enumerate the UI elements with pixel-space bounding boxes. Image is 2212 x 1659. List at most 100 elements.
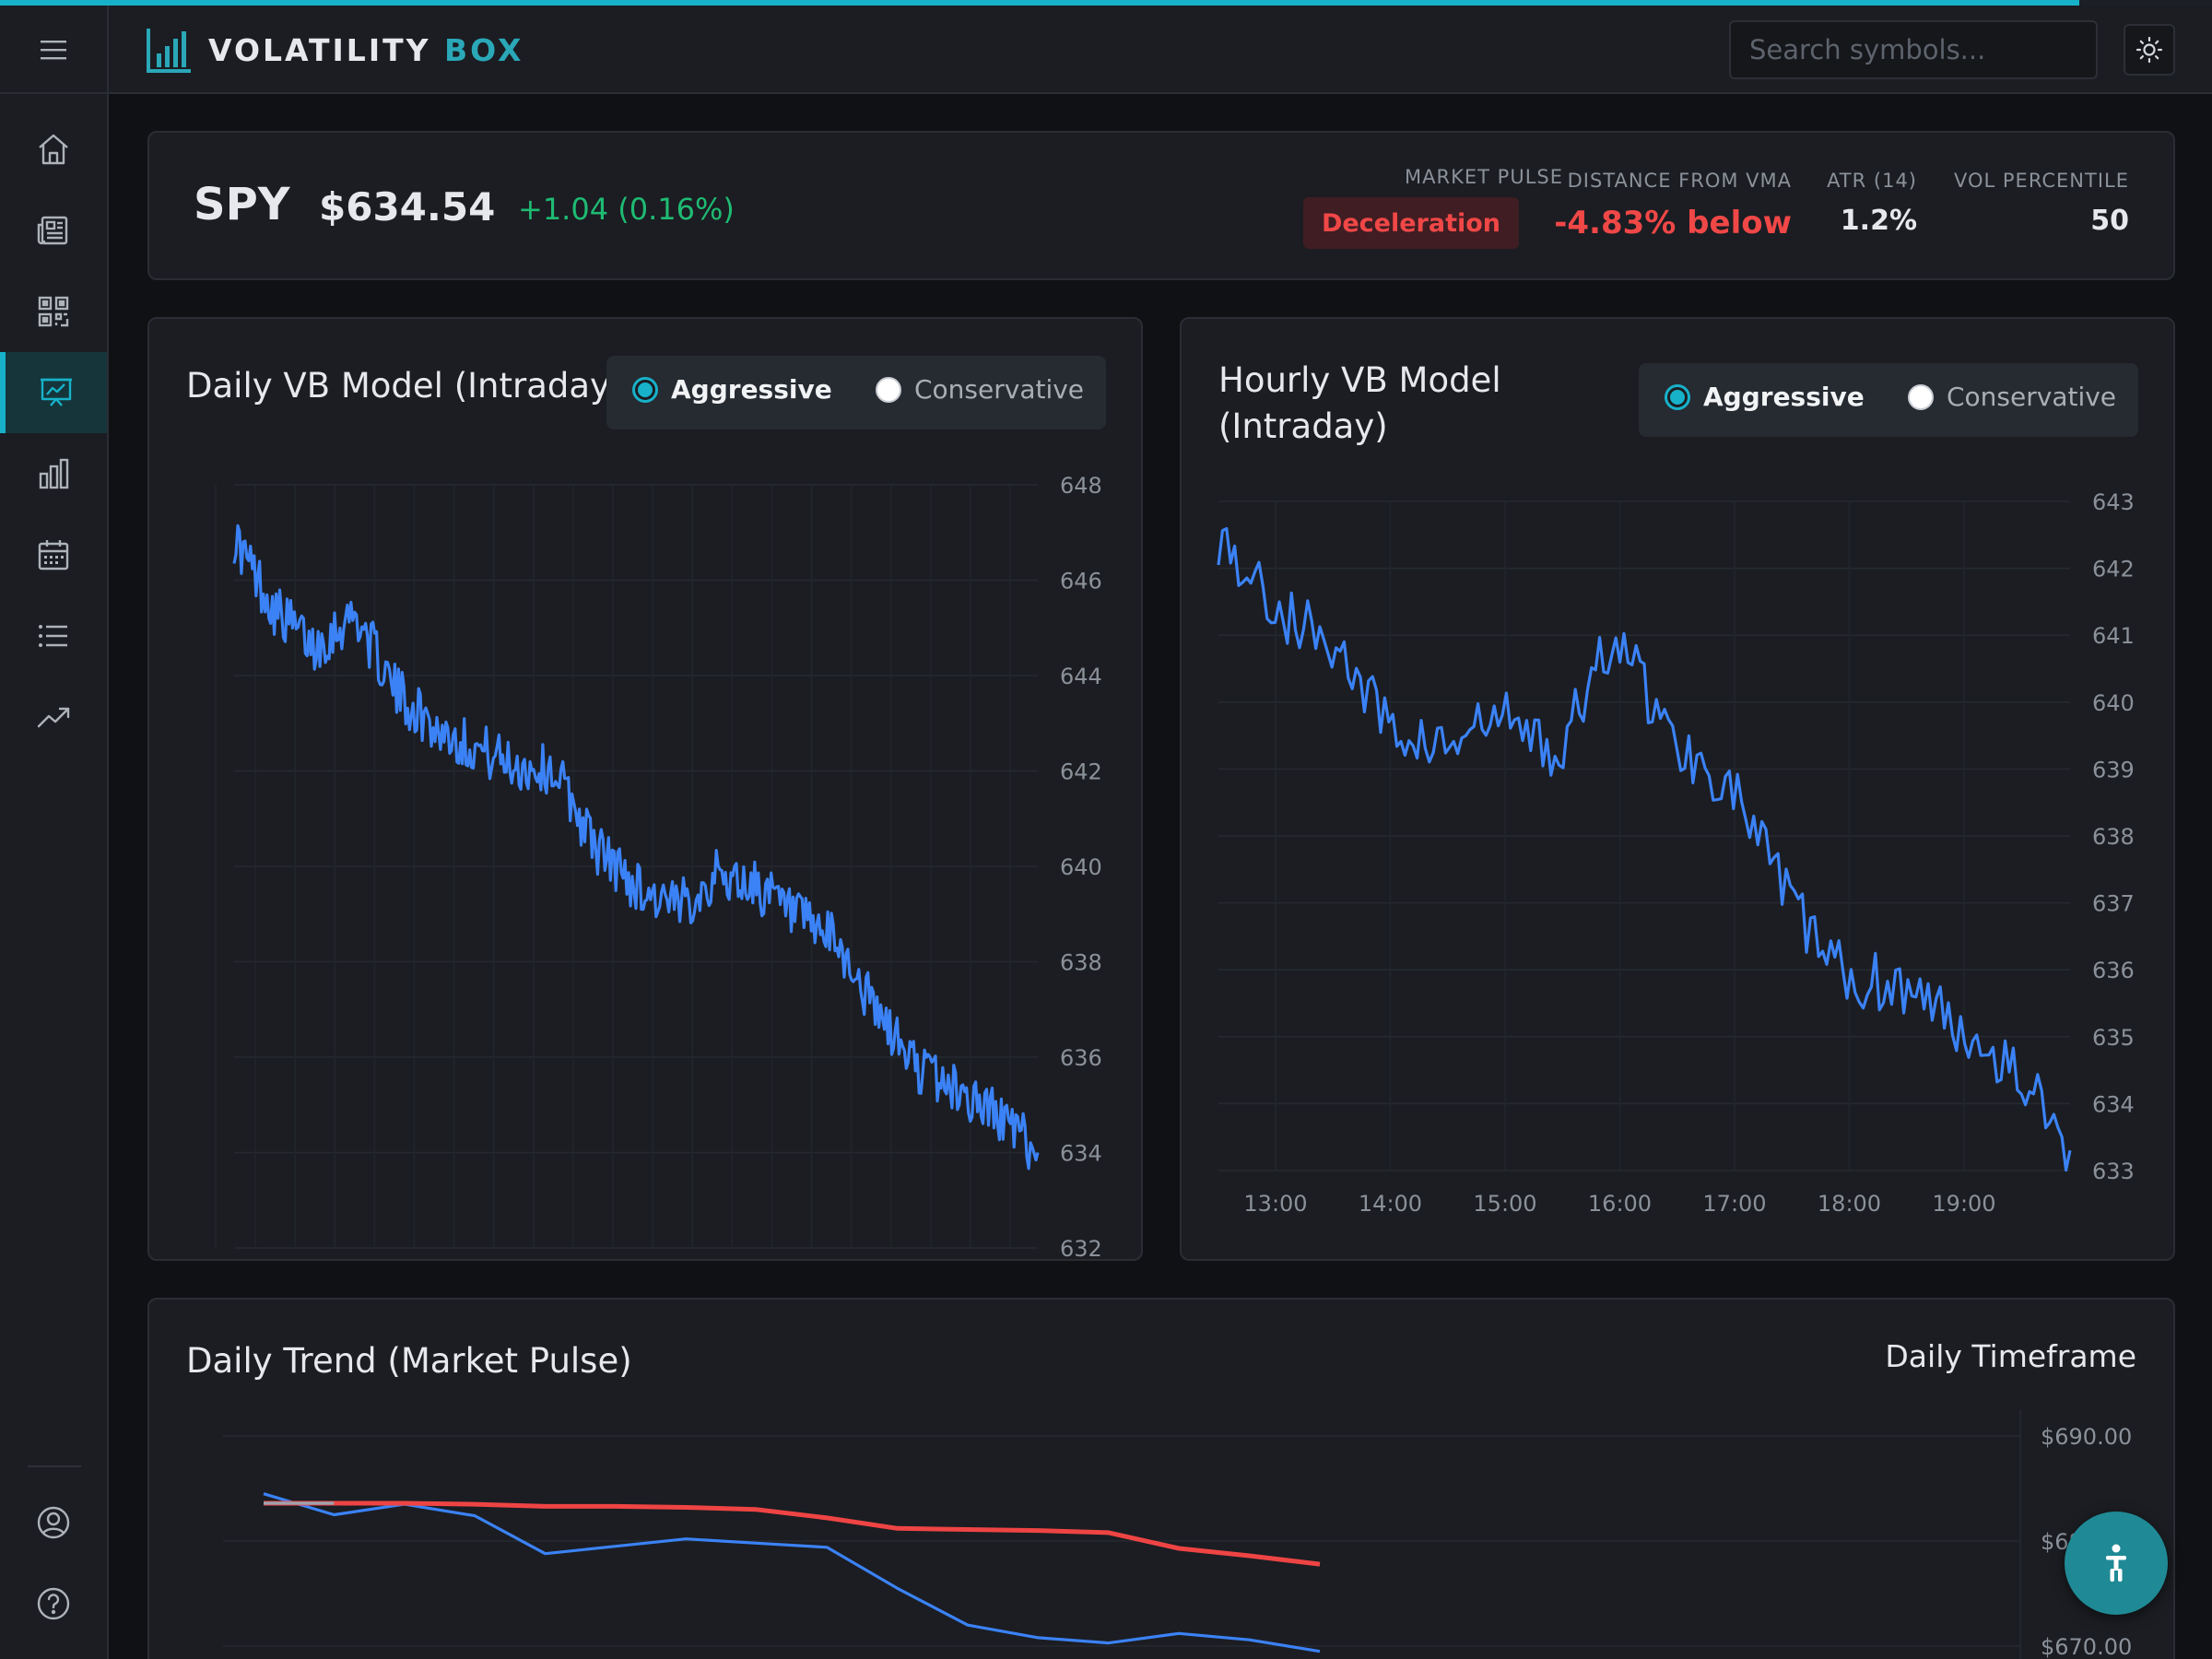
brand-name: VOLATILITY BOX	[208, 32, 524, 68]
x-tick-label: 18:30	[877, 1257, 940, 1259]
sidebar-item-trends[interactable]	[0, 677, 107, 758]
theme-toggle-button[interactable]	[2124, 24, 2175, 76]
brand-name-accent: BOX	[444, 31, 524, 68]
daily-vb-title: Daily VB Model (Intraday)	[186, 366, 624, 406]
help-circle-icon	[37, 1587, 70, 1620]
price-series-line	[1217, 526, 2072, 1172]
daily-vb-chart[interactable]: 64864664464264063863663463208:0008:3509:…	[149, 319, 1141, 1259]
y-tick-label: 640	[2092, 690, 2135, 716]
y-tick-label: 648	[1060, 473, 1102, 499]
hourly-vb-chart[interactable]: 643 642 641 640 639 638 637 636 635 634 633 13:00 14…	[1182, 319, 2173, 1259]
x-tick-label: 19:05	[916, 1257, 980, 1259]
y-tick-label: $670.00	[2041, 1634, 2132, 1659]
bar-chart-logo-icon	[147, 29, 191, 73]
atr-value: 1.2%	[1840, 205, 1917, 237]
timeframe-label: Daily Timeframe	[1885, 1338, 2136, 1374]
radio-unselected-icon[interactable]	[876, 376, 901, 403]
hourly-vb-title-line1: Hourly VB Model	[1218, 360, 1501, 400]
x-tick-label: 10:55	[360, 1257, 424, 1259]
sidebar-item-news[interactable]	[0, 190, 107, 271]
page-progress-fill	[0, 0, 2079, 6]
daily-vb-card: Daily VB Model (Intraday) Aggressive Con…	[147, 317, 1143, 1261]
hourly-vb-card: Hourly VB Model (Intraday) Aggressive Co…	[1180, 317, 2175, 1261]
calendar-icon	[38, 540, 69, 571]
daily-trend-title: Daily Trend (Market Pulse)	[186, 1341, 632, 1381]
price-series-line	[232, 524, 1040, 1171]
market-pulse-label: MARKET PULSE	[1405, 166, 1563, 188]
radio-selected-icon[interactable]	[1665, 383, 1690, 410]
sidebar-item-grid[interactable]	[0, 271, 107, 352]
hourly-vb-aggressive-option[interactable]: Aggressive	[1665, 382, 1865, 412]
x-tick-label: 16:10	[718, 1257, 782, 1259]
x-tick-label: 19:00	[1932, 1191, 1995, 1217]
x-tick-label: 15:00	[1473, 1191, 1536, 1217]
x-tick-label: 13:00	[1243, 1191, 1307, 1217]
accessibility-button[interactable]	[2065, 1512, 2168, 1615]
x-tick-label: 16:00	[1588, 1191, 1652, 1217]
x-tick-label: 14:25	[599, 1257, 663, 1259]
daily-vb-conservative-option[interactable]: Conservative	[876, 374, 1084, 405]
bar-chart-icon	[39, 458, 69, 489]
sidebar-item-stats[interactable]	[0, 433, 107, 514]
hourly-vb-title-line2: (Intraday)	[1218, 406, 1388, 446]
x-tick-label: 12:40	[479, 1257, 543, 1259]
y-tick-label: 634	[2092, 1091, 2135, 1117]
y-tick-label: 640	[1060, 854, 1102, 880]
radio-unselected-icon[interactable]	[1908, 383, 1934, 410]
x-tick-label: 09:10	[241, 1257, 305, 1259]
quote-card: SPY $634.54 +1.04 (0.16%) MARKET PULSE D…	[147, 131, 2175, 280]
sidebar-item-help[interactable]	[0, 1563, 107, 1644]
daily-vb-mode-toggle: Aggressive Conservative	[606, 356, 1106, 429]
top-bar: VOLATILITY BOX	[0, 6, 2212, 94]
sun-icon	[2136, 36, 2163, 64]
y-tick-label: 644	[1060, 664, 1102, 689]
sidebar-item-calendar[interactable]	[0, 514, 107, 595]
market-pulse-badge: Deceleration	[1303, 197, 1519, 249]
distance-label: DISTANCE FROM VMA	[1567, 170, 1792, 192]
search-input[interactable]	[1729, 20, 2098, 79]
vol-percentile-label: VOL PERCENTILE	[1953, 170, 2129, 192]
y-tick-label: 632	[1060, 1236, 1102, 1259]
trend-series-line	[264, 1500, 1321, 1567]
hourly-vb-title: Hourly VB Model (Intraday)	[1218, 358, 1501, 450]
menu-button[interactable]	[0, 6, 109, 94]
y-tick-label: 641	[2092, 623, 2135, 649]
sidebar-item-charts[interactable]	[0, 352, 107, 433]
home-icon	[39, 134, 68, 165]
x-tick-label: 09:45	[281, 1257, 345, 1259]
hourly-vb-aggressive-label: Aggressive	[1703, 382, 1865, 412]
x-tick-label: 18:00	[1818, 1191, 1881, 1217]
trend-series-line	[263, 1492, 1321, 1653]
y-tick-label: 638	[1060, 950, 1102, 976]
last-price: $634.54	[319, 184, 496, 229]
daily-trend-chart[interactable]: $690.00$680.00$670.00	[149, 1300, 2173, 1659]
radio-selected-icon[interactable]	[632, 376, 658, 403]
x-tick-label: 12:05	[440, 1257, 503, 1259]
qr-grid-icon	[38, 296, 69, 327]
atr-label: ATR (14)	[1827, 170, 1917, 192]
distance-value: -4.83% below	[1554, 205, 1792, 241]
x-tick-label: 17:55	[837, 1257, 900, 1259]
sidebar-item-account[interactable]	[0, 1482, 107, 1563]
brand-name-main: VOLATILITY	[208, 31, 431, 68]
y-tick-label: 636	[2092, 958, 2135, 983]
y-tick-label: 637	[2092, 891, 2135, 917]
list-icon	[39, 625, 67, 647]
brand-logo[interactable]: VOLATILITY BOX	[146, 26, 524, 74]
x-tick-label: 14:00	[1359, 1191, 1422, 1217]
x-tick-label: 08:00	[162, 1257, 226, 1259]
sidebar-item-home[interactable]	[0, 109, 107, 190]
y-tick-label: 646	[1060, 569, 1102, 594]
y-tick-label: 639	[2092, 757, 2135, 782]
trending-up-icon	[37, 707, 70, 728]
user-circle-icon	[37, 1506, 70, 1539]
hourly-vb-mode-toggle: Aggressive Conservative	[1639, 363, 2138, 437]
hourly-vb-conservative-label: Conservative	[1947, 382, 2117, 412]
hamburger-icon	[41, 41, 66, 60]
hourly-vb-conservative-option[interactable]: Conservative	[1908, 382, 2116, 412]
sidebar-item-list[interactable]	[0, 595, 107, 677]
x-tick-label: 15:35	[678, 1257, 742, 1259]
x-tick-label: 13:15	[519, 1257, 582, 1259]
daily-vb-aggressive-option[interactable]: Aggressive	[632, 374, 832, 405]
y-tick-label: 634	[1060, 1141, 1102, 1167]
